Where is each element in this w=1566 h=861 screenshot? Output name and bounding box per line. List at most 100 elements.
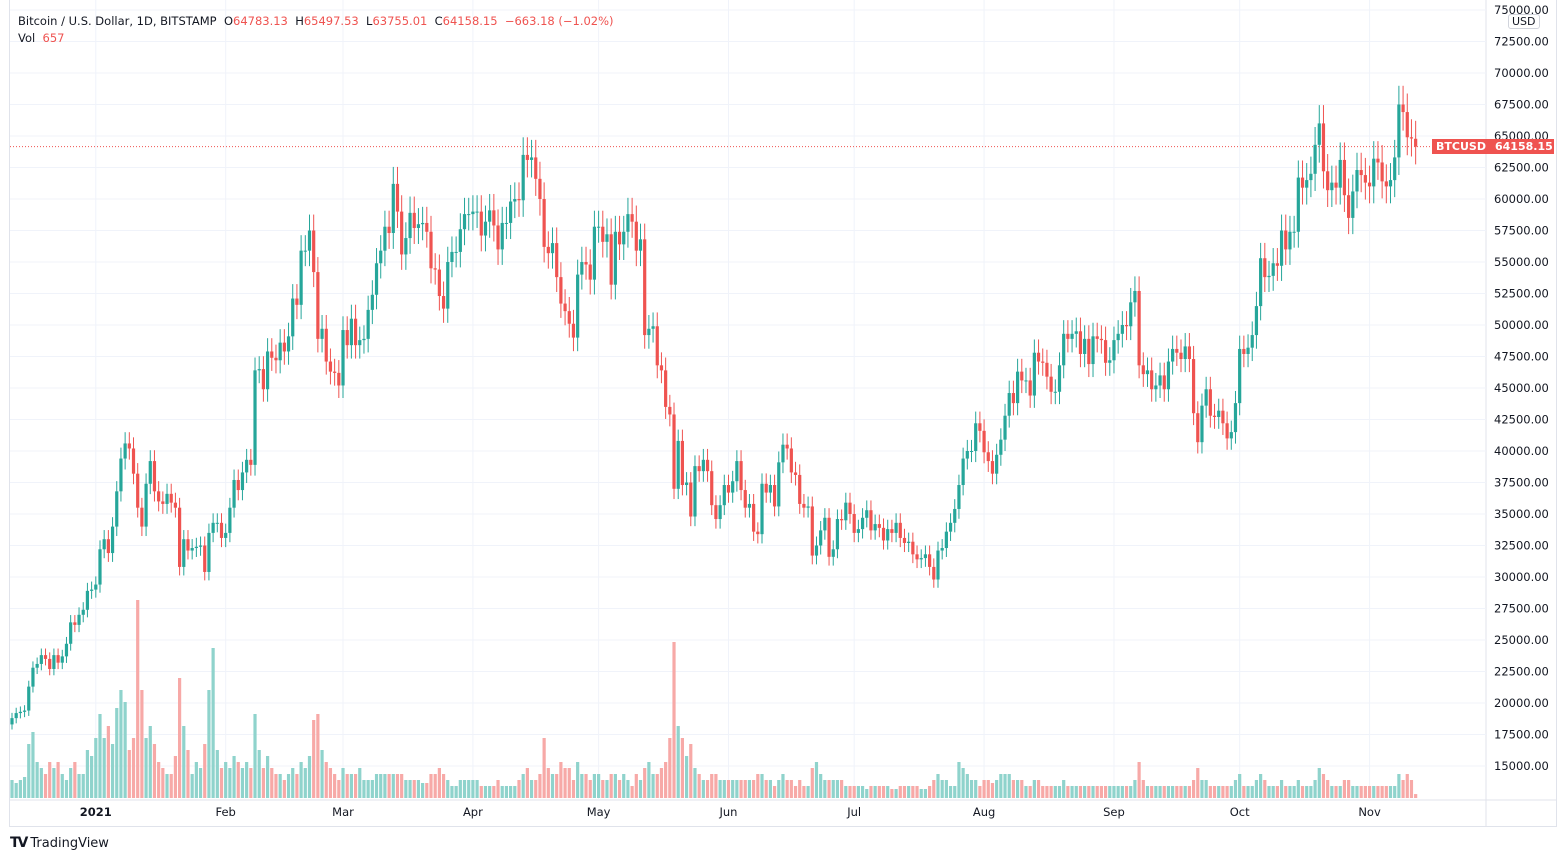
- candle-down: [1103, 340, 1108, 363]
- candle-up: [1317, 123, 1321, 145]
- volume-bar: [69, 768, 73, 798]
- volume-bar: [726, 780, 731, 798]
- volume-bar: [521, 774, 525, 798]
- candle-up: [509, 201, 513, 223]
- candle-down: [1242, 348, 1246, 354]
- volume-bar: [1095, 786, 1099, 798]
- volume-bar: [689, 744, 693, 798]
- candle-down: [1095, 336, 1099, 339]
- volume-bar: [307, 756, 312, 798]
- candle-up: [718, 505, 722, 520]
- volume-bar: [664, 762, 668, 798]
- candle-up: [224, 532, 228, 538]
- candle-up: [14, 713, 18, 719]
- candle-down: [555, 243, 559, 278]
- volume-bar: [1229, 786, 1233, 798]
- volume-bar: [421, 783, 425, 798]
- volume-bar: [995, 780, 999, 798]
- volume-bar: [328, 768, 333, 798]
- volume-bar: [860, 786, 865, 798]
- volume-bar: [546, 768, 550, 798]
- candle-down: [546, 246, 550, 254]
- volume-bar: [705, 780, 710, 798]
- candle-down: [697, 466, 701, 472]
- volume-bar: [81, 774, 85, 798]
- candle-up: [165, 493, 169, 504]
- volume-bar: [1284, 786, 1288, 798]
- volume-bar: [659, 768, 664, 798]
- tradingview-logo[interactable]: TV TradingView: [10, 835, 109, 851]
- volume-bar: [492, 786, 496, 798]
- volume-bar: [793, 786, 798, 798]
- symbol-title[interactable]: Bitcoin / U.S. Dollar, 1D, BITSTAMP: [18, 14, 217, 28]
- candle-up: [1254, 306, 1259, 336]
- volume-bar: [928, 786, 932, 798]
- candle-down: [1363, 175, 1367, 183]
- candle-up: [676, 440, 680, 489]
- volume-bar: [437, 768, 441, 798]
- candle-down: [1347, 195, 1351, 218]
- candle-up: [291, 298, 295, 337]
- candle-up: [27, 686, 31, 711]
- candle-down: [840, 519, 844, 521]
- volume-bar: [601, 780, 605, 798]
- candle-down: [1376, 158, 1380, 163]
- candle-up: [446, 262, 450, 309]
- candle-up: [257, 369, 261, 371]
- candle-up: [1388, 180, 1393, 187]
- volume-bar: [907, 786, 911, 798]
- volume-bar: [571, 780, 576, 798]
- volume-bar: [1166, 786, 1171, 798]
- volume-bar: [1032, 780, 1036, 798]
- candle-down: [203, 545, 207, 572]
- candle-down: [680, 440, 684, 486]
- candle-up: [10, 718, 14, 725]
- volume-bar: [324, 762, 328, 798]
- volume-bar: [525, 768, 529, 798]
- volume-bar: [1326, 780, 1330, 798]
- candle-down: [911, 541, 915, 555]
- candle-down: [131, 448, 136, 474]
- volume-bar: [911, 786, 915, 798]
- candle-up: [638, 239, 643, 251]
- volume-bar: [186, 750, 190, 798]
- volume-bar: [152, 744, 157, 798]
- candle-up: [651, 326, 655, 329]
- volume-bar: [1191, 780, 1196, 798]
- volume-bar: [756, 774, 760, 798]
- volume-bar: [655, 774, 659, 798]
- candle-down: [1321, 123, 1326, 172]
- volume-bar: [504, 786, 509, 798]
- candle-up: [747, 503, 752, 508]
- volume-bar: [1028, 786, 1032, 798]
- price-tick-label: 50000.00: [1494, 318, 1549, 332]
- candle-down: [932, 566, 936, 580]
- candle-down: [157, 491, 161, 502]
- volume-bar: [1313, 780, 1317, 798]
- candle-up: [1393, 157, 1397, 181]
- candle-up: [1305, 180, 1309, 188]
- candle-up: [513, 199, 517, 202]
- candle-down: [772, 485, 777, 507]
- volume-bar: [848, 786, 852, 798]
- price-tick-label: 47500.00: [1494, 350, 1549, 364]
- candle-up: [1171, 348, 1175, 362]
- currency-badge[interactable]: USD: [1508, 14, 1540, 29]
- volume-bar: [1091, 786, 1095, 798]
- volume-bar: [957, 762, 961, 798]
- volume-bar: [1133, 780, 1137, 798]
- volume-bar: [668, 738, 672, 798]
- volume-bar: [1120, 786, 1124, 798]
- close-label: C: [434, 14, 443, 28]
- candle-up: [626, 214, 630, 232]
- candle-down: [848, 502, 852, 514]
- candle-up: [52, 655, 56, 669]
- volume-bar: [475, 780, 479, 798]
- volume-bar: [312, 720, 316, 798]
- volume-bar: [1347, 780, 1351, 798]
- price-tick-label: 75000.00: [1494, 3, 1549, 17]
- volume-bar: [869, 786, 873, 798]
- candle-down: [152, 461, 157, 492]
- volume-bar: [534, 780, 538, 798]
